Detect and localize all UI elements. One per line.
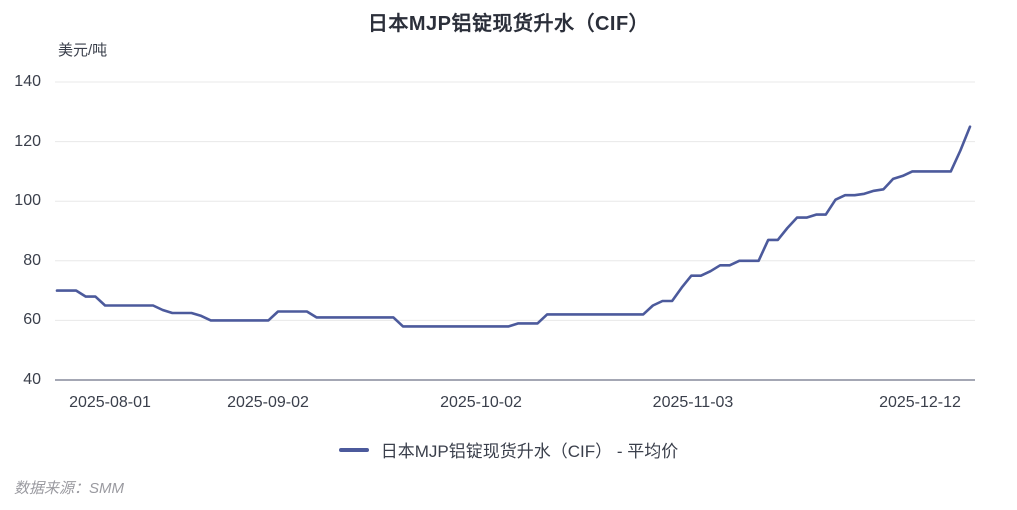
chart-title: 日本MJP铝锭现货升水（CIF） [367,13,650,35]
x-tick-label-0: 2025-08-01 [69,394,151,411]
legend: 日本MJP铝锭现货升水（CIF） - 平均价 [0,437,1017,462]
x-axis-labels: 2025-08-01 2025-09-02 2025-10-02 2025-11-03… [55,394,975,414]
plot-area-svg [55,81,975,381]
legend-line-swatch [338,447,369,452]
y-tick-label-80: 80 [23,252,41,269]
y-tick-label-40: 40 [23,371,41,388]
y-tick-label-100: 100 [14,192,41,209]
x-tick-label-3: 2025-11-03 [652,394,734,411]
x-tick-label-2: 2025-10-02 [440,394,522,411]
legend-item[interactable]: 日本MJP铝锭现货升水（CIF） - 平均价 [338,437,679,462]
y-tick-label-140: 140 [14,73,41,90]
legend-series-label: 日本MJP铝锭现货升水（CIF） - 平均价 [380,442,679,461]
y-axis-labels: 140 120 100 80 60 40 [0,73,48,388]
y-tick-label-120: 120 [14,133,41,150]
y-axis-unit-label: 美元/吨 [58,42,108,59]
x-tick-label-4: 2025-12-12 [879,394,961,411]
gridlines [55,81,975,321]
series-line [55,125,972,328]
y-tick-label-60: 60 [23,311,41,328]
data-source-note: 数据来源：SMM [14,480,124,497]
plot-area[interactable] [55,81,975,381]
x-tick-label-1: 2025-09-02 [227,394,309,411]
